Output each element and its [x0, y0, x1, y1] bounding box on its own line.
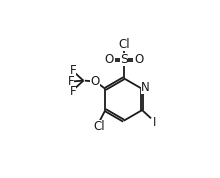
- Text: F: F: [69, 85, 76, 98]
- Text: O: O: [134, 53, 143, 66]
- Text: O: O: [90, 75, 100, 88]
- Text: N: N: [141, 81, 150, 94]
- Text: F: F: [69, 64, 76, 77]
- Text: S: S: [120, 53, 128, 66]
- Text: Cl: Cl: [118, 38, 130, 51]
- Text: Cl: Cl: [93, 120, 105, 133]
- Text: I: I: [153, 116, 156, 129]
- Text: O: O: [104, 53, 113, 66]
- Text: F: F: [68, 75, 74, 88]
